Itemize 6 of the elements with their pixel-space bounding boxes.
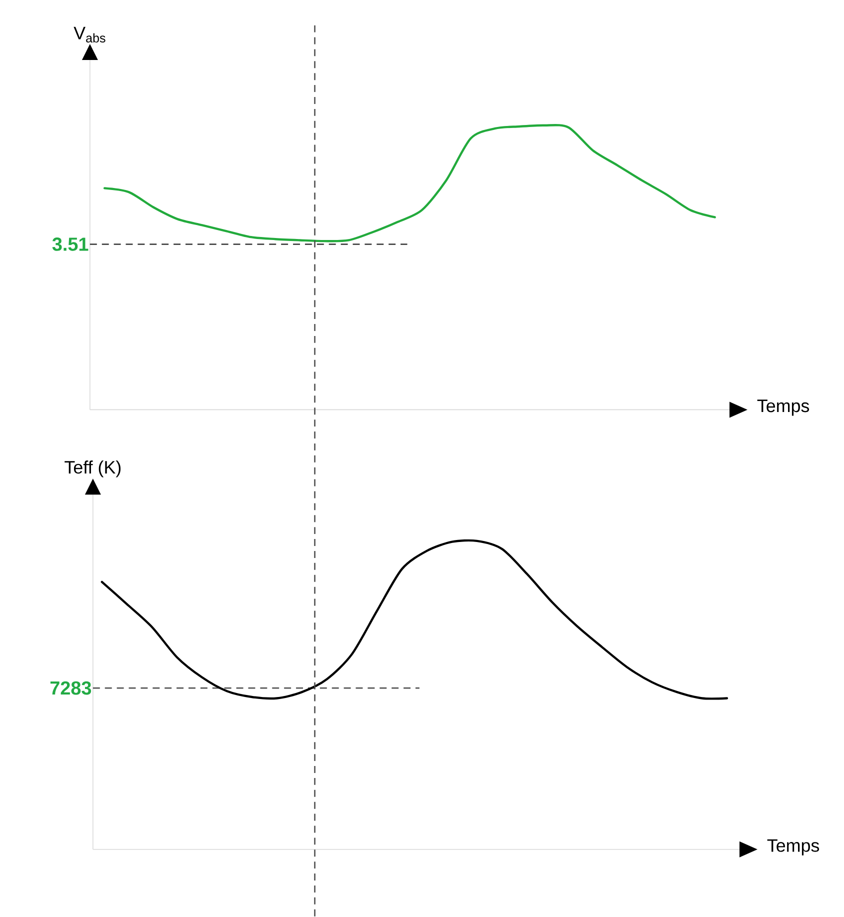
text: 3.51 xyxy=(52,238,88,251)
x-axis-title: Temps xyxy=(757,400,809,416)
x-axis-title: Temps xyxy=(767,839,819,856)
text: 7283 xyxy=(50,681,91,695)
y-axis-title: V$_{abs}$ xyxy=(73,26,106,42)
y-axis-title: Teff (K) xyxy=(64,460,120,478)
